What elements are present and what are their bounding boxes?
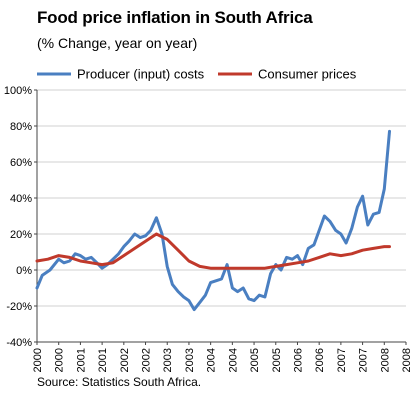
series-line-consumer-prices [35,232,391,270]
x-tick-label: 2006 [292,348,304,372]
x-tick-label: 2002 [141,348,153,372]
x-tick-label: 2003 [184,348,196,372]
x-tick-label: 2008 [401,348,413,372]
y-tick-label: 40% [10,193,32,205]
x-axis-ticks: 2000 2000 2001 2001 2002 2002 2003 2003 2004 2004… [32,342,413,372]
x-tick-label: 2005 [271,348,283,372]
x-tick-label: 2006 [314,348,326,372]
x-tick-label: 2007 [336,348,348,372]
y-tick-label: 0% [16,265,32,277]
legend: Producer (input) costs Consumer prices [37,67,357,82]
x-tick-label: 2008 [379,348,391,372]
x-tick-label: 2004 [227,348,239,372]
y-tick-label: -20% [6,301,32,313]
x-tick-label: 2003 [162,348,174,372]
x-tick-label: 2000 [54,348,66,372]
y-tick-label: -40% [6,337,32,349]
series-line-producer-costs [35,129,391,312]
chart-title: Food price inflation in South Africa [37,8,313,27]
x-tick-label: 2005 [249,348,261,372]
x-tick-label: 2001 [97,348,109,372]
source-note: Source: Statistics South Africa. [37,375,202,389]
y-axis-ticks: -40% -20% 0% 20% 40% 60% 80% 100% [4,85,37,349]
legend-label: Producer (input) costs [77,67,205,82]
y-tick-label: 20% [10,229,32,241]
x-tick-label: 2002 [119,348,131,372]
y-tick-label: 80% [10,121,32,133]
y-tick-label: 60% [10,157,32,169]
x-tick-label: 2001 [75,348,87,372]
series-lines [35,129,391,312]
x-tick-label: 2007 [358,348,370,372]
y-tick-label: 100% [4,85,32,97]
x-tick-label: 2004 [206,348,218,372]
legend-label: Consumer prices [258,67,357,82]
axes [36,90,406,343]
x-tick-label: 2000 [32,348,44,372]
chart-subtitle: (% Change, year on year) [37,35,198,51]
gridlines [37,89,406,343]
